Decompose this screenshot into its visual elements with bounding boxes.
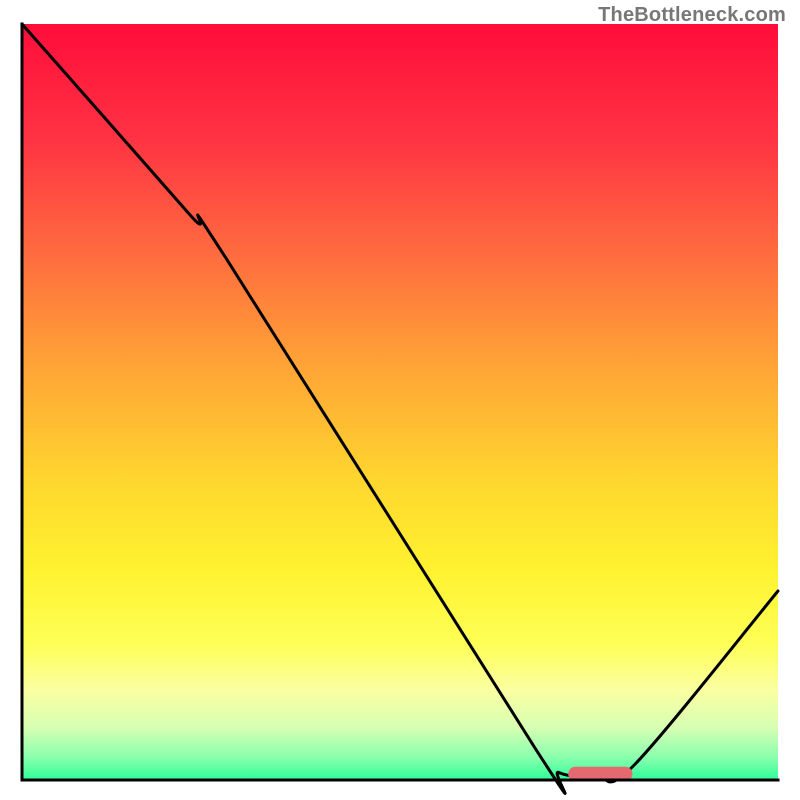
plot-background <box>22 24 778 780</box>
watermark-text: TheBottleneck.com <box>598 4 786 27</box>
chart-svg <box>0 0 800 800</box>
chart-container: TheBottleneck.com <box>0 0 800 800</box>
